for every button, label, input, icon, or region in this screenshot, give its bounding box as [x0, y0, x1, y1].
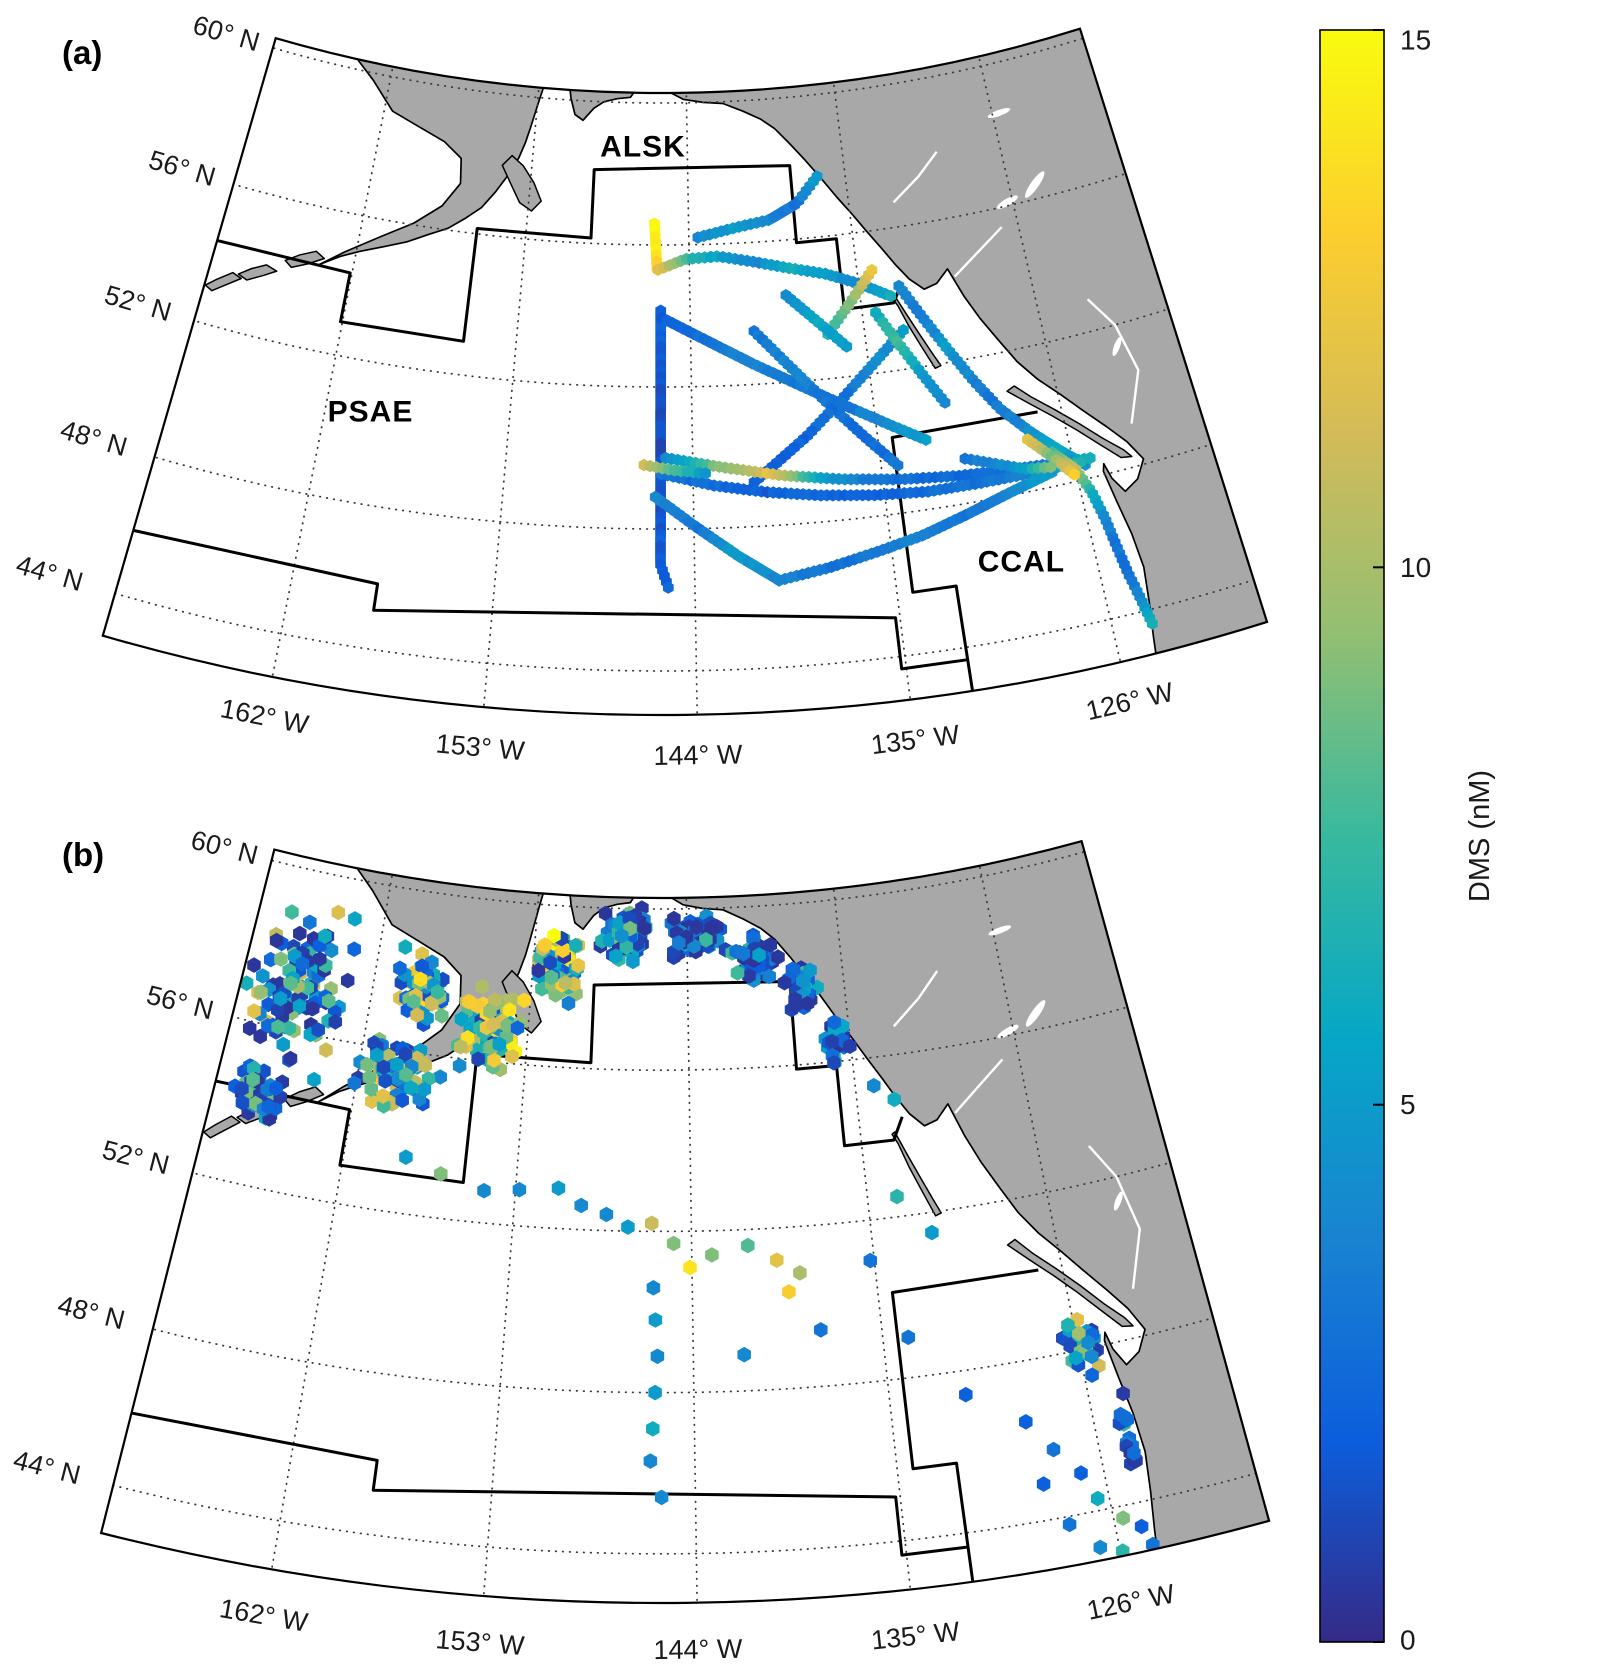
map-panel-a: 60° N 56° N 52° N 48° N 44° N 162° W 153° W 144… [13, 10, 1269, 771]
graticule-parallel-56n [209, 1003, 1138, 1072]
graticule-parallel-52n [170, 304, 1180, 388]
lon-tick-label-162w: 162° W [218, 693, 311, 740]
panel-label-b: (b) [62, 836, 104, 873]
graticule-meridian-144w [685, 81, 699, 715]
graticule-meridian-153w [481, 76, 541, 715]
graticule-meridian-162w [269, 55, 396, 689]
lat-tick-label-52n: 52° N [99, 1135, 172, 1181]
graticule-parallel-52n [168, 1158, 1182, 1233]
lon-tick-label-126w: 126° W [1083, 677, 1177, 727]
river [892, 150, 938, 204]
region-label-ccal: CCAL [978, 546, 1065, 579]
graticule-parallel-48n [126, 1313, 1226, 1394]
lake [987, 108, 1011, 118]
lake [1025, 1000, 1046, 1027]
lat-tick-label-48n: 48° N [57, 414, 131, 462]
lat-tick-label-52n: 52° N [101, 280, 175, 328]
axis-labels: 60° N 56° N 52° N 48° N 44° N 162° W 153° W 144… [10, 825, 1177, 1665]
land-island-aleutian-west [183, 1130, 202, 1144]
boundary-ccal [890, 1268, 1039, 1598]
lat-tick-label-44n: 44° N [10, 1445, 83, 1491]
graticule-parallel-48n [128, 440, 1224, 530]
colorbar-tick-label-5: 5 [1400, 1089, 1416, 1120]
graticule-meridian-135w [831, 70, 913, 712]
river [953, 226, 1003, 278]
boundary-psae-south [131, 528, 968, 671]
land-island-haida-gwaii [891, 294, 942, 370]
lon-tick-label-144w: 144° W [653, 739, 743, 771]
lon-tick-label-135w: 135° W [869, 719, 961, 760]
lake [1024, 171, 1045, 198]
region-label-psae: PSAE [328, 396, 414, 429]
colorbar-tick-label-0: 0 [1400, 1625, 1416, 1656]
graticule-meridian-153w [481, 880, 541, 1603]
boundary-psae-south [130, 1411, 969, 1557]
map-frame [101, 27, 1269, 717]
boundary-ccal [890, 410, 1038, 704]
land-mainland [318, 28, 1267, 675]
graticule-meridian-144w [685, 884, 699, 1603]
graticule [101, 848, 1270, 1603]
land-island-vancouver-island [1006, 385, 1133, 459]
graticule-meridian-126w [976, 853, 1125, 1569]
graticule-meridian-126w [975, 45, 1124, 674]
land-island-haida-gwaii [891, 1131, 942, 1217]
colorbar-axis-label: DMS (nM) [1464, 770, 1496, 902]
lon-tick-label-126w: 126° W [1084, 1578, 1178, 1625]
boundary-alsk-psae-west [214, 980, 904, 1184]
lat-tick-label-44n: 44° N [13, 549, 87, 597]
lat-tick-label-48n: 48° N [55, 1290, 128, 1336]
province-boundaries [130, 980, 1039, 1598]
graticule-meridian-162w [268, 862, 396, 1583]
map-frame [99, 839, 1271, 1605]
region-label-alsk: ALSK [600, 131, 686, 164]
river [1087, 1145, 1142, 1289]
land-island-kodiak [501, 154, 542, 212]
lon-tick-label-135w: 135° W [870, 1616, 962, 1655]
lat-tick-label-60n: 60° N [188, 825, 261, 871]
lake [1112, 337, 1122, 356]
land-island-vancouver-island [1006, 1238, 1134, 1328]
panel-label-a: (a) [62, 34, 102, 71]
river [954, 1058, 1004, 1114]
lat-tick-label-56n: 56° N [144, 980, 217, 1026]
lat-tick-label-56n: 56° N [145, 145, 219, 193]
lat-tick-label-60n: 60° N [190, 10, 264, 58]
colorbar-tick-label-10: 10 [1400, 552, 1431, 583]
lon-tick-label-153w: 153° W [435, 1624, 526, 1661]
lake [997, 1024, 1019, 1039]
lon-tick-label-162w: 162° W [217, 1593, 310, 1638]
map-panel-b: 60° N 56° N 52° N 48° N 44° N 162° W 153° W 144… [10, 825, 1271, 1665]
lon-tick-label-153w: 153° W [435, 729, 527, 767]
lake [996, 195, 1018, 209]
colorbar-gradient [1319, 29, 1385, 1643]
graticule-meridian-135w [831, 875, 913, 1603]
river [892, 970, 939, 1028]
land-island-aleutian-west [185, 283, 203, 295]
lake [1113, 1191, 1123, 1211]
river [1086, 298, 1140, 424]
colorbar: 15 10 5 0 DMS (nM) [1319, 25, 1496, 1656]
land-island-unalaska [237, 264, 278, 281]
graticule [102, 34, 1267, 715]
colorbar-tick-label-15: 15 [1400, 25, 1431, 56]
lon-tick-label-144w: 144° W [653, 1634, 743, 1665]
graticule-parallel-56n [211, 169, 1137, 246]
lake [988, 925, 1012, 936]
